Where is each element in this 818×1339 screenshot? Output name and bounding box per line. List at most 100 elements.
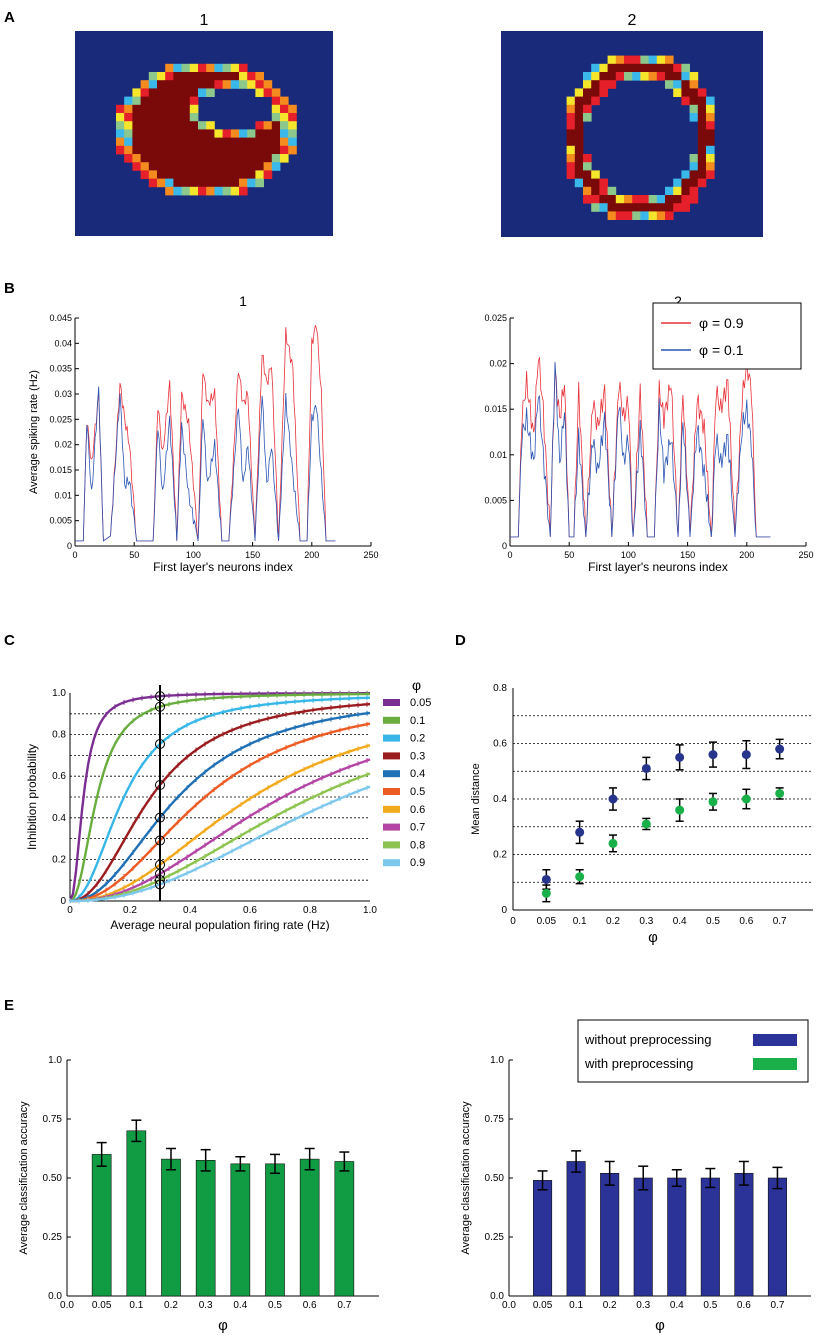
heatmap-cell — [706, 137, 715, 147]
heatmap-cell — [280, 104, 289, 114]
heatmap-cell — [222, 80, 232, 89]
heatmap-cell — [124, 129, 133, 138]
heatmap-cell — [239, 162, 248, 171]
bar — [91, 1154, 112, 1297]
heatmap-cell — [288, 113, 297, 122]
heatmap-cell — [206, 186, 215, 196]
heatmap-cell — [591, 96, 600, 106]
heatmap-cell — [673, 186, 682, 196]
y-tick-label: 1.0 — [48, 1055, 62, 1066]
data-point — [708, 750, 718, 760]
heatmap-cell — [189, 104, 199, 114]
heatmap-cell — [255, 178, 264, 188]
heatmap-cell — [574, 113, 584, 122]
heatmap-cell — [247, 170, 256, 179]
heatmap-cell — [271, 162, 281, 171]
heatmap-cell — [181, 154, 191, 163]
heatmap-cell — [116, 104, 125, 114]
heatmap-cell — [206, 121, 215, 130]
heatmap-cell — [173, 145, 182, 155]
heatmap-cell — [640, 203, 649, 212]
legend-swatch — [383, 699, 400, 706]
heatmap-cell — [247, 137, 256, 147]
legend-swatch — [383, 752, 400, 760]
heatmap-cell — [239, 63, 248, 73]
heatmap-cell — [681, 88, 690, 97]
heatmap-cell — [157, 72, 166, 81]
bar — [700, 1177, 720, 1297]
heatmap-cell — [173, 137, 182, 147]
heatmap-cell — [157, 113, 166, 122]
heatmap-cell — [648, 211, 658, 220]
heatmap-cell — [173, 154, 182, 163]
legend-swatch — [753, 1034, 797, 1046]
x-tick-label: 0.5 — [268, 1300, 282, 1311]
heatmap-cell — [173, 129, 182, 138]
heatmap-cell — [689, 80, 699, 89]
heatmap-cell — [189, 170, 199, 179]
heatmap-cell — [665, 80, 674, 89]
series-line — [510, 353, 771, 538]
heatmap-cell — [263, 145, 273, 155]
y-tick-label: 0.6 — [493, 739, 507, 750]
chart-title: 2 — [674, 293, 682, 309]
heatmap-cell — [239, 145, 248, 155]
heatmap-cell — [599, 186, 608, 196]
heatmap-cell — [198, 129, 207, 138]
heatmap-cell — [689, 96, 699, 106]
heatmap-cell — [689, 178, 699, 188]
heatmap-cell — [132, 162, 141, 171]
bar — [667, 1177, 687, 1297]
heatmap-cell — [280, 113, 289, 122]
legend-swatch — [383, 805, 400, 813]
heatmap-cell — [247, 154, 256, 163]
heatmap-cell — [165, 162, 174, 171]
heatmap-cell — [222, 137, 232, 147]
heatmap-cell — [247, 72, 256, 81]
y-tick-label: 1.0 — [52, 688, 66, 699]
heatmap-cell — [255, 170, 264, 179]
legend-label: 0.6 — [410, 804, 425, 816]
heatmap-cell — [239, 72, 248, 81]
x-tick-label: 0.5 — [703, 1300, 717, 1311]
heatmap-cell — [165, 178, 174, 188]
x-tick-label: 0.3 — [636, 1300, 650, 1311]
heatmap-cell — [574, 129, 584, 138]
heatmap-cell — [574, 121, 584, 130]
heatmap-cell — [247, 145, 256, 155]
heatmap-cell — [173, 96, 182, 106]
heatmap-cell — [607, 195, 617, 204]
heatmap-cell — [624, 72, 633, 81]
heatmap-cell — [665, 195, 674, 204]
heatmap-cell — [640, 55, 649, 65]
heatmap-cell — [591, 72, 600, 81]
heatmap-cell — [247, 178, 256, 188]
heatmap-cell — [173, 80, 182, 89]
heatmap-cell — [288, 129, 297, 138]
heatmap-cell — [181, 178, 191, 188]
heatmap-cell — [689, 195, 699, 204]
heatmap-cell — [116, 137, 125, 147]
heatmap-cell — [165, 154, 174, 163]
heatmap-cell — [148, 104, 158, 114]
x-tick-label: 0.2 — [164, 1300, 178, 1311]
heatmap-cell — [198, 63, 207, 73]
heatmap-cell — [681, 178, 690, 188]
heatmap-cell — [173, 113, 182, 122]
heatmap-cell — [132, 88, 141, 97]
heatmap-cell — [591, 63, 600, 73]
heatmap-cell — [157, 137, 166, 147]
x-tick-label: 0 — [510, 916, 516, 927]
heatmap-cell — [148, 129, 158, 138]
y-axis-label: Average classification accuracy — [18, 1101, 30, 1255]
data-point — [741, 750, 751, 760]
heatmap-cell — [599, 80, 608, 89]
data-point — [741, 794, 751, 804]
legend-swatch — [383, 823, 400, 831]
heatmap-cell — [189, 96, 199, 106]
heatmap-cell — [263, 129, 273, 138]
curve-phi-0.4 — [69, 711, 371, 903]
x-tick-label: 1.0 — [363, 905, 377, 916]
heatmap-cell — [181, 72, 191, 81]
heatmap-cell — [214, 80, 223, 89]
